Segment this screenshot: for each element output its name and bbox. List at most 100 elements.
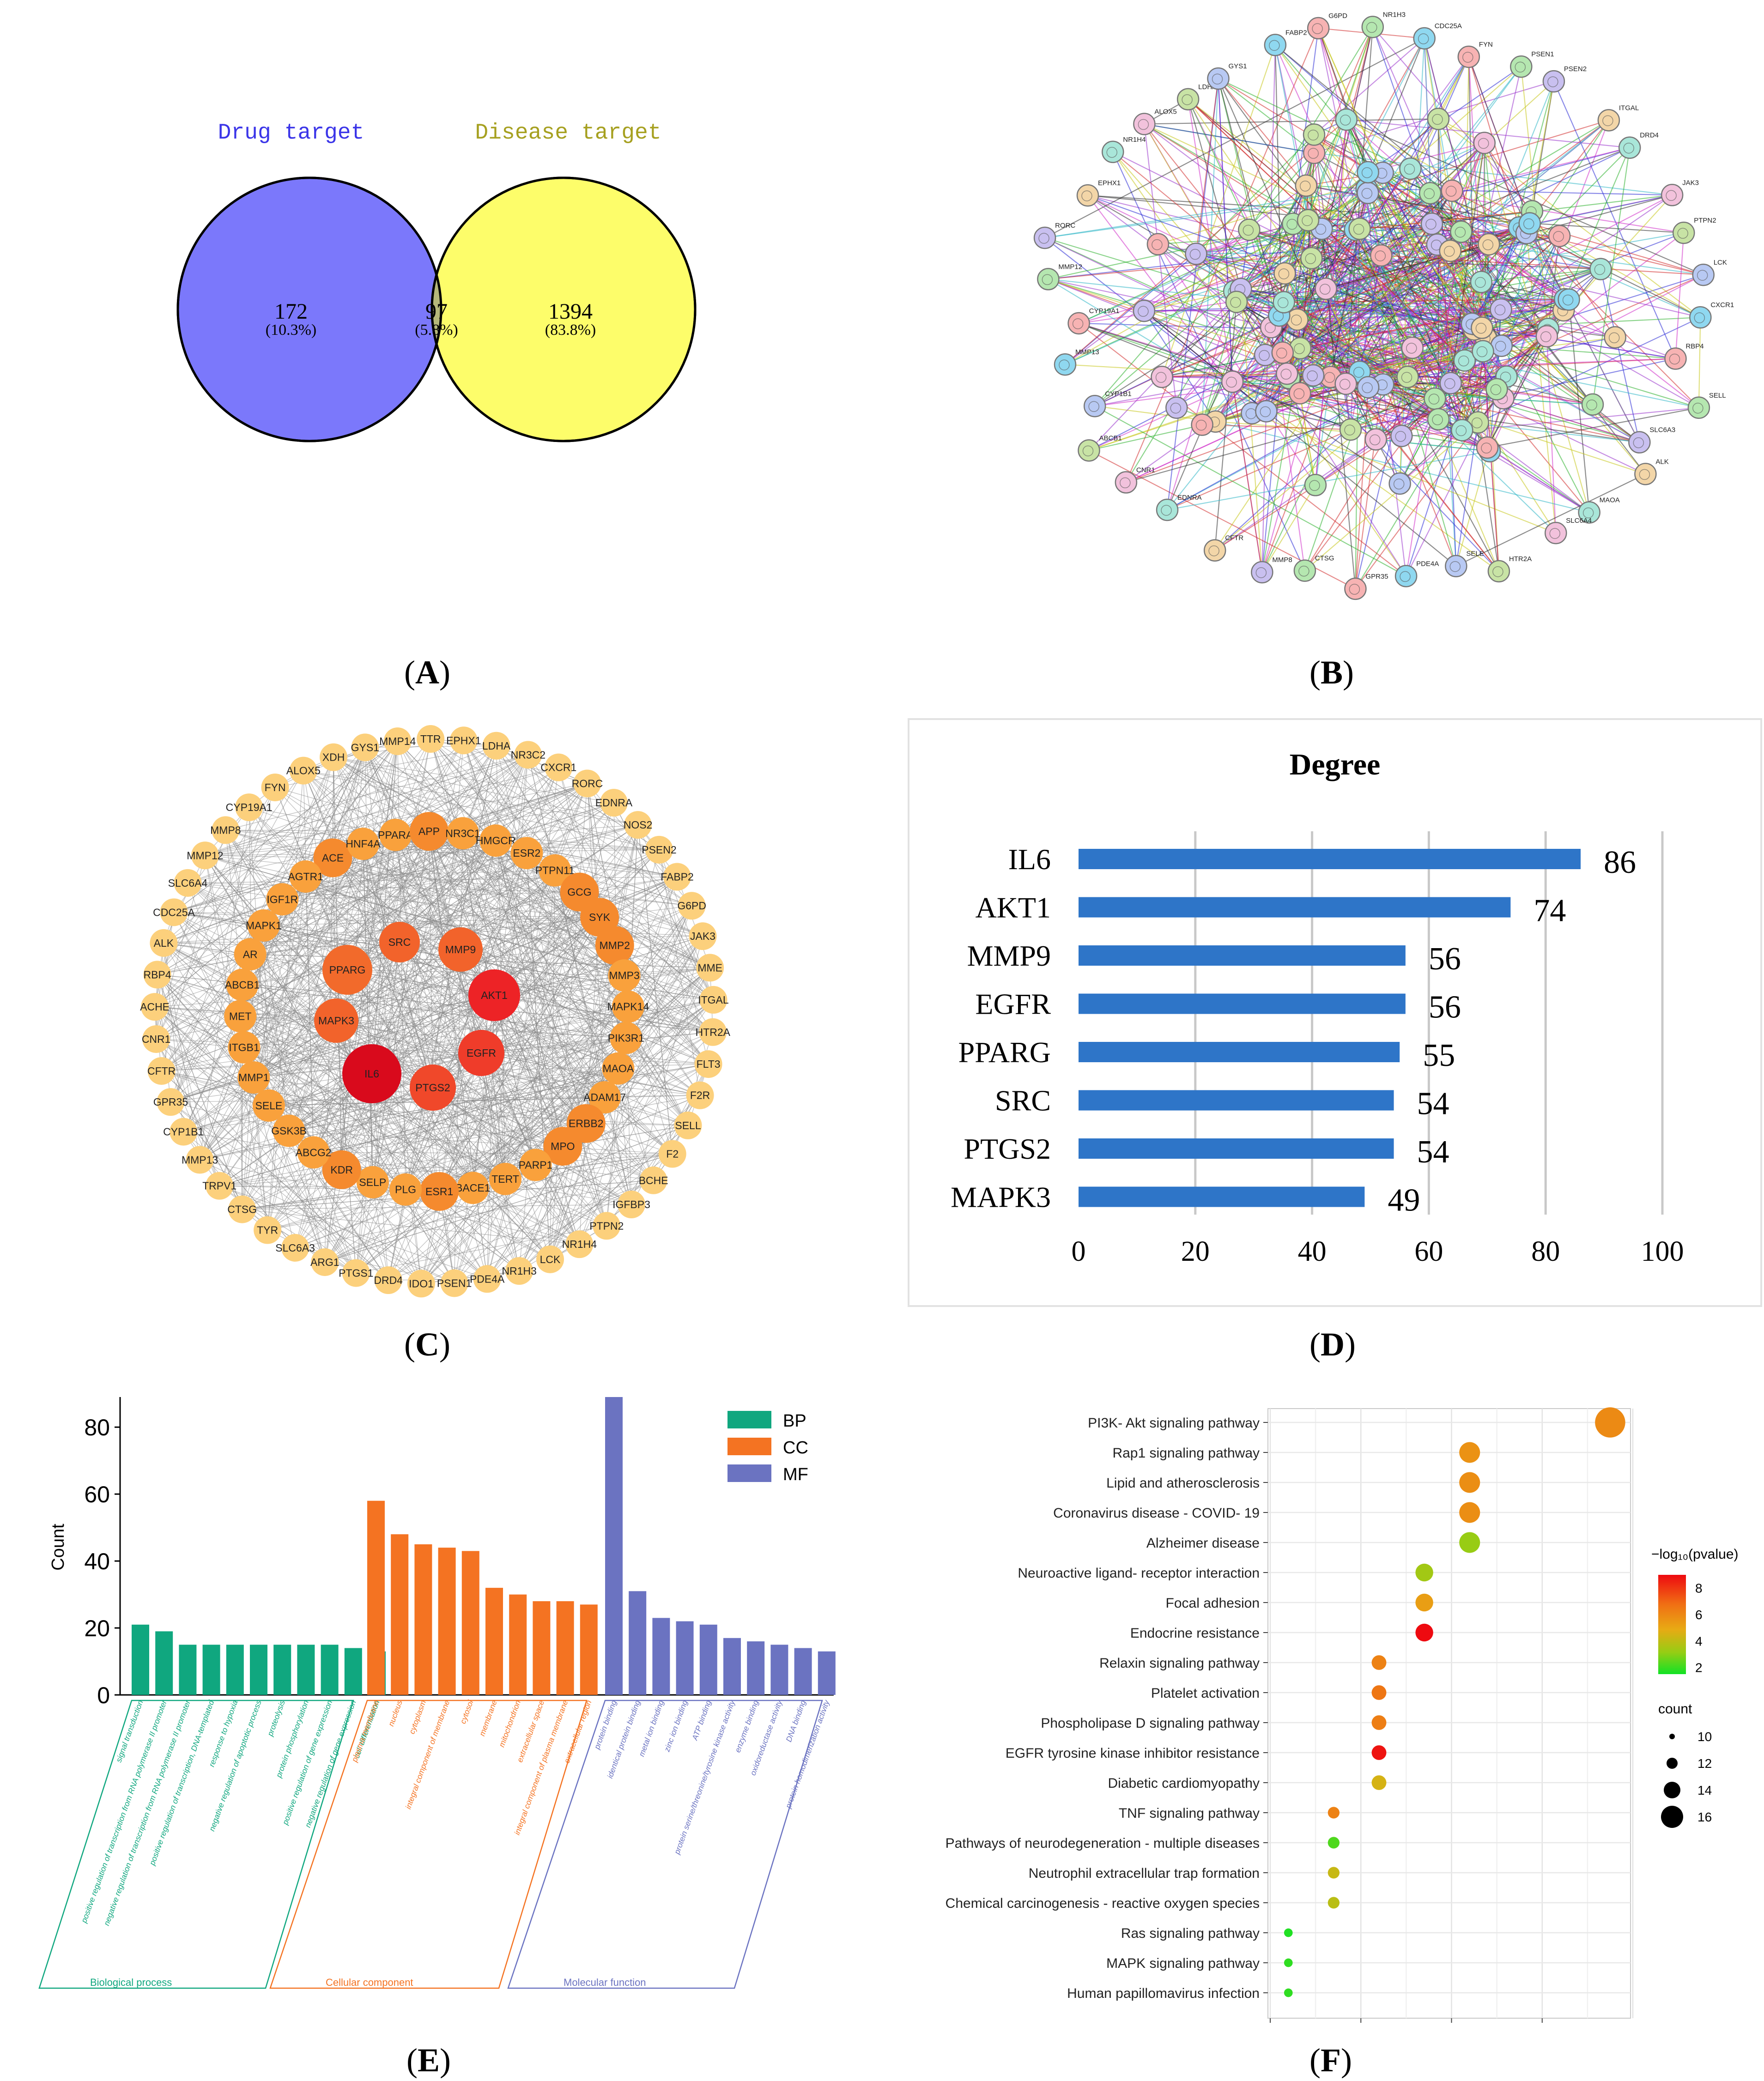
ppi-node-glyph [1312,23,1323,34]
ppi-node [1255,400,1278,423]
ppi-edge [1167,185,1307,510]
ppi-node [1361,16,1384,38]
ppi-node [1672,221,1695,244]
ppi-edge [1188,99,1285,302]
network-node [479,824,512,857]
ppi-node-glyph [1294,343,1305,354]
network-edge [363,843,473,1188]
ppi-edge [1401,329,1475,436]
network-edge [554,870,605,1098]
go-term-label: DNA binding [784,1699,807,1743]
ppi-node [1453,349,1476,372]
network-edge [164,802,614,944]
ppi-node-glyph [1298,565,1309,577]
ppi-node-label: MMP13 [1075,348,1099,356]
network-edge [333,757,714,1000]
ppi-node-glyph [1072,318,1084,329]
ppi-node-glyph [1494,304,1506,315]
network-edge [371,738,431,1074]
go-bar [367,1500,385,1695]
ppi-edge [1311,223,1432,259]
network-edge [154,1006,357,1273]
network-edge [242,1209,580,1245]
network-node-label: EPHX1 [446,734,481,746]
network-node [514,741,542,769]
ppi-node-glyph [1038,233,1049,244]
ppi-node-glyph [1265,322,1276,333]
ppi-node-glyph [1424,188,1435,200]
network-node [228,1195,256,1223]
ppi-node [1544,521,1567,544]
ppi-edge [1158,244,1316,485]
venn-disease-pct: (83.8%) [545,321,596,339]
ppi-edge [1488,81,1554,245]
ppi-edge [1488,244,1699,408]
network-edge [249,807,587,1124]
ppi-nodes: CDC25A FYN PSEN1 PSEN2 ITGAL DRD4 JAK3 PTPN2 LCK… [1033,11,1734,600]
network-edge [282,899,406,1190]
degree-bar [1079,945,1406,966]
network-node-label: GCG [567,886,591,898]
network-edge [244,995,495,1048]
network-edge [363,843,688,1126]
network-node [320,743,348,771]
kegg-x-tick-label: 14 [1444,2026,1459,2027]
ppi-edge [1500,233,1528,310]
ppi-node [1441,179,1463,202]
ppi-node-label: FYN [1479,41,1493,48]
ppi-edge [1167,450,1490,511]
ppi-edge [1236,301,1408,378]
ppi-node-glyph [1540,331,1552,342]
ppi-edge [1270,327,1305,571]
ppi-edge [1065,185,1307,365]
network-edge [163,855,206,944]
network-edge [399,802,614,943]
go-legend-label: MF [783,1465,808,1484]
ppi-edge [1381,56,1469,256]
ppi-node-glyph [1088,401,1099,412]
network-node [157,1088,185,1116]
ppi-node-glyph [1255,567,1267,578]
network-edge [336,1020,357,1273]
network-node-label: ITGB1 [229,1041,259,1053]
network-node-label: MPO [551,1140,575,1152]
network-edge [161,1053,482,1071]
network-edge [527,824,638,853]
network-edge [242,1164,536,1210]
ppi-node-label: G6PD [1328,12,1347,20]
kegg-pathway-label: Alzheimer disease [1146,1536,1260,1551]
ppi-edge [1346,119,1431,194]
network-edge [250,754,528,955]
ppi-node-label: HTR2A [1509,555,1532,563]
go-term-label: protein binding [592,1699,618,1751]
ppi-node-glyph [1523,218,1534,230]
ppi-node [1439,372,1462,394]
ppi-node [1664,347,1687,370]
cytoscape-network: SRC MMP9 PPARG AKT1 MAPK3 EGFR IL6 PTGS2 ACEHNF4… [140,725,731,1298]
network-node-label: LCK [540,1253,561,1265]
network-node-label: IDO1 [409,1277,434,1289]
ppi-node [1273,291,1295,314]
go-term-label: negative regulation of transcription fro… [102,1699,193,1927]
network-edge [161,747,365,1071]
network-edge [405,936,703,1190]
network-edge [225,830,314,1153]
ppi-node [1286,308,1309,331]
ppi-node-label: NR1H3 [1383,11,1406,18]
ppi-edge [1355,211,1533,230]
ppi-node-label: CTSG [1315,555,1334,563]
go-y-tick-label: 40 [84,1549,110,1574]
network-edge [250,954,551,1260]
ppi-edge [1314,134,1502,346]
network-edge [240,1016,488,1279]
network-edge [347,969,688,1126]
network-node [417,725,445,753]
go-bar [461,1551,479,1695]
network-node [449,726,478,755]
ppi-node-glyph [1458,355,1469,367]
ppi-edge [1526,233,1557,533]
panel-label-c: (C) [404,1326,450,1363]
ppi-node [1102,140,1124,163]
degree-value-label: 49 [1388,1183,1420,1218]
network-node-label: HTR2A [696,1026,731,1038]
